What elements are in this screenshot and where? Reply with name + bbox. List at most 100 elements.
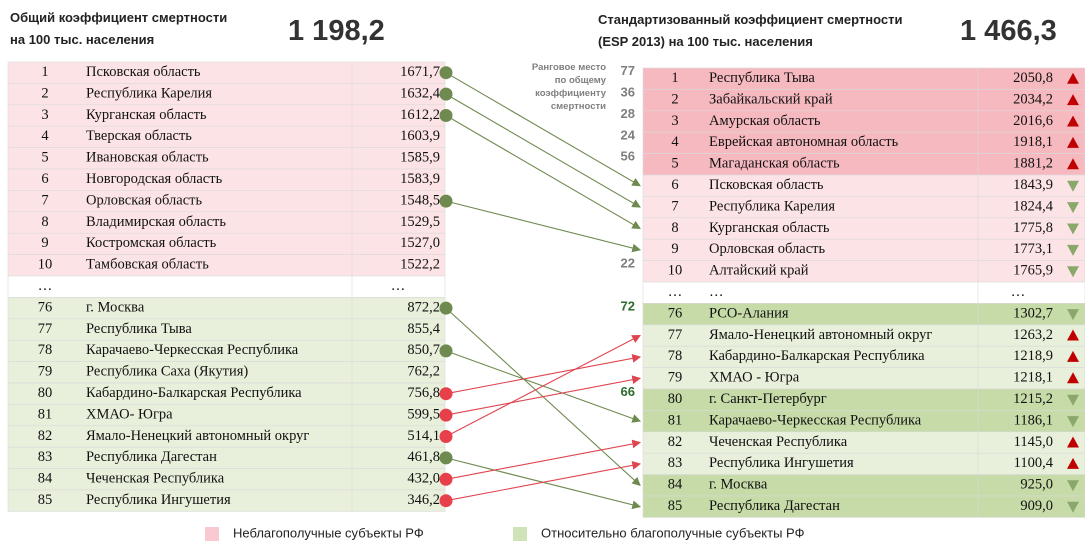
value: 1603,9	[400, 128, 440, 144]
left-rank: 36	[621, 85, 635, 100]
trend-down	[1067, 202, 1079, 214]
value: 1218,9	[1013, 348, 1053, 364]
rank: 8	[671, 220, 678, 236]
region: Костромская область	[86, 235, 217, 251]
rank: 80	[38, 385, 53, 401]
value: 1145,0	[1014, 434, 1053, 450]
trend-up	[1067, 372, 1079, 384]
connector-dot	[439, 66, 453, 80]
row-bg	[7, 147, 446, 170]
trend-down	[1067, 223, 1079, 235]
value: 461,8	[407, 449, 440, 465]
row-bg	[7, 83, 446, 106]
value: 1215,2	[1013, 391, 1053, 407]
value: 872,2	[407, 299, 440, 315]
value: 1881,2	[1013, 156, 1053, 172]
connector-dot	[439, 408, 453, 422]
region: ХМАО - Югра	[709, 370, 800, 386]
region: Республика Ингушетия	[86, 492, 231, 508]
region: Кабардино-Балкарская Республика	[709, 348, 925, 364]
rank: 80	[668, 391, 683, 407]
rank: 81	[38, 406, 53, 422]
rank: 5	[41, 150, 48, 166]
trend-up	[1067, 72, 1079, 84]
connector	[445, 334, 641, 437]
region: г. Москва	[709, 477, 768, 493]
value: 599,5	[407, 406, 440, 422]
region: Республика Дагестан	[709, 498, 840, 514]
region: Республика Карелия	[709, 198, 835, 214]
trend-up	[1067, 115, 1079, 127]
region: Псковская область	[86, 64, 201, 80]
row-bg	[7, 61, 446, 84]
value: 1218,1	[1013, 370, 1053, 386]
value: 850,7	[407, 342, 440, 358]
trend-up	[1067, 158, 1079, 170]
row-bg	[7, 254, 446, 277]
value: 2050,8	[1013, 70, 1053, 86]
trend-up	[1067, 136, 1079, 148]
value: 1527,0	[400, 235, 440, 251]
row-bg	[7, 297, 446, 320]
rank: 83	[38, 449, 53, 465]
rank: 10	[38, 257, 53, 273]
rank: 5	[671, 156, 678, 172]
connector	[445, 439, 642, 480]
trend-down	[1067, 180, 1079, 192]
rank: …	[668, 284, 683, 300]
rank: 10	[668, 263, 683, 279]
row-bg	[7, 404, 446, 427]
value: 909,0	[1020, 498, 1053, 514]
region: Чеченская Республика	[86, 471, 225, 487]
region: Республика Тыва	[709, 70, 815, 86]
row-bg	[7, 468, 446, 491]
trend-up	[1067, 436, 1079, 448]
row-bg	[7, 168, 446, 191]
rank: 77	[38, 321, 53, 337]
row-bg	[642, 495, 1085, 518]
rank: 4	[671, 134, 679, 150]
region: Республика Саха (Якутия)	[86, 364, 248, 380]
legend-label: Относительно благополучные субъекты РФ	[541, 525, 805, 540]
rank: 9	[41, 235, 48, 251]
row-bg	[7, 104, 446, 127]
rank: 3	[671, 113, 678, 129]
connector	[445, 461, 642, 502]
value: 1843,9	[1013, 177, 1053, 193]
connector	[445, 115, 641, 230]
value: 2016,6	[1013, 113, 1053, 129]
region: Республика Тыва	[86, 321, 192, 337]
region: Республика Карелия	[86, 85, 212, 101]
rank: 76	[668, 305, 683, 321]
value: 1773,1	[1013, 241, 1053, 257]
rank: 78	[38, 342, 53, 358]
left-rank: 66	[621, 384, 635, 399]
connector-dot	[439, 494, 453, 508]
left-total: 1 198,2	[288, 15, 385, 47]
connector-dot	[439, 472, 453, 486]
right-title: Стандартизованный коэффициент смертности	[598, 12, 902, 27]
row-bg	[7, 232, 446, 255]
region: Орловская область	[86, 192, 202, 208]
row-bg	[7, 275, 446, 298]
rank: 4	[41, 128, 49, 144]
trend-down	[1067, 309, 1079, 321]
rank: 8	[41, 214, 48, 230]
region: РСО-Алания	[709, 305, 789, 321]
value: 855,4	[407, 321, 440, 337]
region: Кабардино-Балкарская Республика	[86, 385, 302, 401]
left-rank: 24	[621, 127, 636, 142]
rank: 84	[38, 471, 53, 487]
value: 1529,5	[400, 214, 440, 230]
region: Ямало-Ненецкий автономный округ	[86, 428, 309, 444]
value: 1302,7	[1013, 305, 1053, 321]
trend-up	[1067, 329, 1079, 341]
trend-down	[1067, 416, 1079, 428]
region: г. Санкт-Петербург	[709, 391, 827, 407]
left-rank: 72	[621, 299, 635, 314]
value: 346,2	[407, 492, 440, 508]
value: 1583,9	[400, 171, 440, 187]
rank: 2	[671, 91, 678, 107]
connector	[445, 200, 642, 253]
region: Тверская область	[86, 128, 192, 144]
